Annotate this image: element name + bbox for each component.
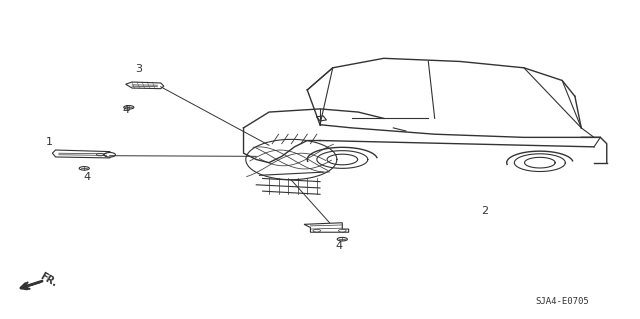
- Polygon shape: [337, 237, 348, 241]
- Text: 4: 4: [122, 105, 129, 115]
- Polygon shape: [304, 223, 349, 232]
- Text: SJA4-E0705: SJA4-E0705: [535, 297, 589, 306]
- Text: 4: 4: [335, 241, 342, 250]
- Text: 1: 1: [45, 137, 52, 147]
- Polygon shape: [79, 167, 90, 170]
- Text: 2: 2: [481, 206, 488, 216]
- Polygon shape: [124, 106, 134, 109]
- Text: 4: 4: [84, 172, 91, 182]
- Polygon shape: [104, 152, 115, 157]
- Text: 3: 3: [135, 64, 142, 74]
- Polygon shape: [52, 150, 113, 158]
- Polygon shape: [339, 229, 346, 232]
- Polygon shape: [313, 229, 321, 232]
- Text: FR.: FR.: [38, 271, 59, 289]
- Polygon shape: [125, 82, 164, 89]
